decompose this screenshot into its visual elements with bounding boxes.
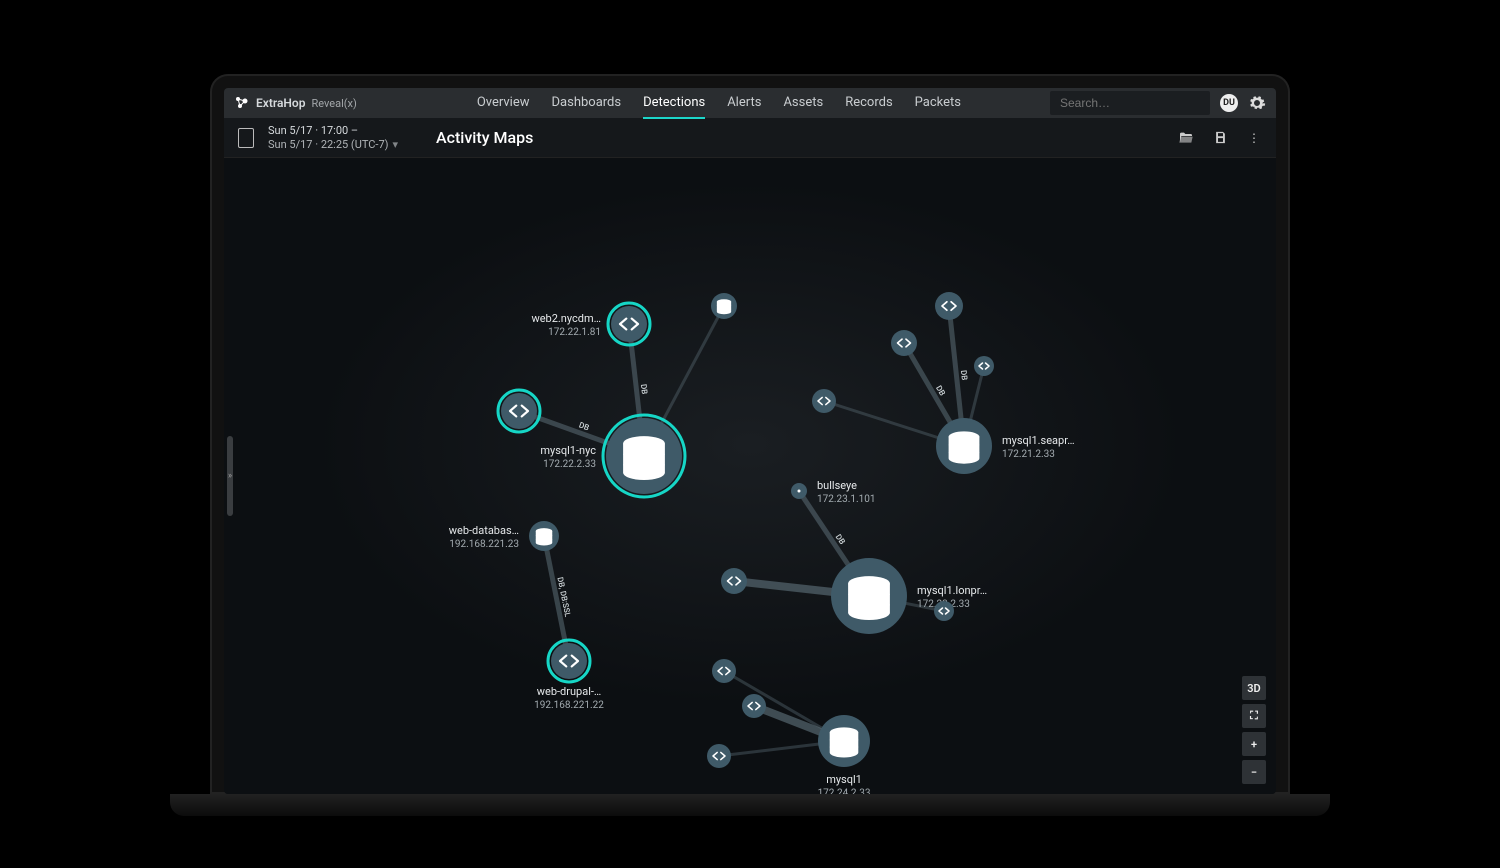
open-folder-icon[interactable]	[1178, 130, 1194, 146]
zoom-out-button[interactable]: −	[1242, 760, 1266, 784]
node-mysql1-sea[interactable]: mysql1.seapr… 172.21.2.33	[936, 418, 1075, 474]
timerange-line2: Sun 5/17 · 22:25 (UTC-7)	[268, 138, 388, 151]
nav-item-overview[interactable]: Overview	[477, 88, 530, 119]
svg-text:192.168.221.23: 192.168.221.23	[449, 539, 519, 550]
node-mysql1[interactable]: mysql1 172.24.2.33	[818, 715, 871, 794]
laptop-base	[170, 794, 1330, 816]
timerange-picker[interactable]: Sun 5/17 · 17:00 – Sun 5/17 · 22:25 (UTC…	[268, 124, 398, 152]
laptop-frame: ExtraHop Reveal(x) Overview Dashboards Det…	[210, 74, 1290, 794]
node-m1-c2[interactable]	[742, 694, 766, 718]
nav-item-records[interactable]: Records	[845, 88, 892, 119]
network-graph[interactable]: DBDBDB, DB:SSLDBDBDBmysql1-nyc172.22.2.3…	[224, 158, 1276, 794]
app-screen: ExtraHop Reveal(x) Overview Dashboards Det…	[224, 88, 1276, 794]
user-badge[interactable]: DU	[1220, 94, 1238, 112]
nav-item-assets[interactable]: Assets	[783, 88, 823, 119]
node-code-lon-r[interactable]	[934, 601, 954, 621]
main-nav: Overview Dashboards Detections Alerts Assets…	[477, 88, 961, 119]
search-input[interactable]	[1050, 91, 1210, 115]
node-code-mid[interactable]	[812, 389, 836, 413]
more-menu-icon[interactable]: ⋮	[1246, 130, 1262, 146]
node-sea-c2[interactable]	[891, 330, 917, 356]
node-code-lon-l[interactable]	[721, 568, 747, 594]
nav-item-packets[interactable]: Packets	[915, 88, 961, 119]
brand-product: Reveal(x)	[311, 97, 356, 110]
subbar: Sun 5/17 · 17:00 – Sun 5/17 · 22:25 (UTC…	[224, 118, 1276, 158]
svg-text:web-drupal-…: web-drupal-…	[537, 685, 602, 698]
svg-text:172.24.2.33: 172.24.2.33	[818, 788, 871, 794]
page-title: Activity Maps	[436, 128, 533, 147]
svg-text:DB: DB	[639, 384, 649, 395]
svg-text:mysql1.lonpr…: mysql1.lonpr…	[917, 584, 987, 597]
node-web2[interactable]: web2.nycdm… 172.22.1.81	[531, 303, 650, 345]
nav-item-dashboards[interactable]: Dashboards	[552, 88, 622, 119]
zoom-in-button[interactable]: +	[1242, 732, 1266, 756]
node-code-a[interactable]	[498, 390, 540, 432]
svg-text:web-databas…: web-databas…	[449, 524, 519, 537]
brand-name: ExtraHop	[256, 96, 305, 110]
svg-text:172.22.1.81: 172.22.1.81	[548, 327, 601, 338]
svg-text:DB: DB	[959, 370, 969, 381]
node-mysql1-lon[interactable]: mysql1.lonpr…172.23.2.33	[831, 558, 987, 634]
svg-text:web2.nycdm…: web2.nycdm…	[531, 312, 601, 325]
topbar: ExtraHop Reveal(x) Overview Dashboards Det…	[224, 88, 1276, 118]
node-m1-c3[interactable]	[712, 659, 736, 683]
save-icon[interactable]	[1212, 130, 1228, 146]
svg-text:mysql1: mysql1	[826, 773, 862, 786]
svg-text:172.21.2.33: 172.21.2.33	[1002, 449, 1055, 460]
fullscreen-button[interactable]: ⛶	[1242, 704, 1266, 728]
brand: ExtraHop Reveal(x)	[234, 95, 357, 111]
activity-map-canvas[interactable]: DBDBDB, DB:SSLDBDBDBmysql1-nyc172.22.2.3…	[224, 158, 1276, 794]
sidebar-expand-handle[interactable]	[227, 436, 233, 516]
node-web-db[interactable]: web-databas… 192.168.221.23	[449, 521, 559, 551]
svg-text:mysql1.seapr…: mysql1.seapr…	[1002, 434, 1075, 447]
brand-logo-icon	[234, 95, 250, 111]
nav-item-alerts[interactable]: Alerts	[727, 88, 761, 119]
device-icon[interactable]	[238, 128, 254, 148]
canvas-tools: 3D ⛶ + −	[1242, 676, 1266, 784]
node-db-top[interactable]	[711, 293, 737, 319]
gear-icon[interactable]	[1248, 94, 1266, 112]
svg-text:172.22.2.33: 172.22.2.33	[543, 459, 596, 470]
subbar-actions: ⋮	[1178, 130, 1262, 146]
nav-item-detections[interactable]: Detections	[643, 88, 705, 119]
topbar-right: DU	[1050, 91, 1266, 115]
node-web-drupal[interactable]: web-drupal-… 192.168.221.22	[534, 640, 604, 711]
node-sea-c3[interactable]	[974, 356, 994, 376]
timerange-line1: Sun 5/17 · 17:00 –	[268, 124, 398, 138]
svg-text:mysql1-nyc: mysql1-nyc	[540, 444, 596, 457]
svg-text:bullseye: bullseye	[817, 479, 857, 492]
svg-text:192.168.221.22: 192.168.221.22	[534, 700, 604, 711]
svg-text:172.23.1.101: 172.23.1.101	[817, 494, 876, 505]
node-sea-c1[interactable]	[935, 292, 963, 320]
node-m1-c1[interactable]	[707, 744, 731, 768]
view-3d-button[interactable]: 3D	[1242, 676, 1266, 700]
chevron-down-icon: ▾	[392, 138, 398, 151]
